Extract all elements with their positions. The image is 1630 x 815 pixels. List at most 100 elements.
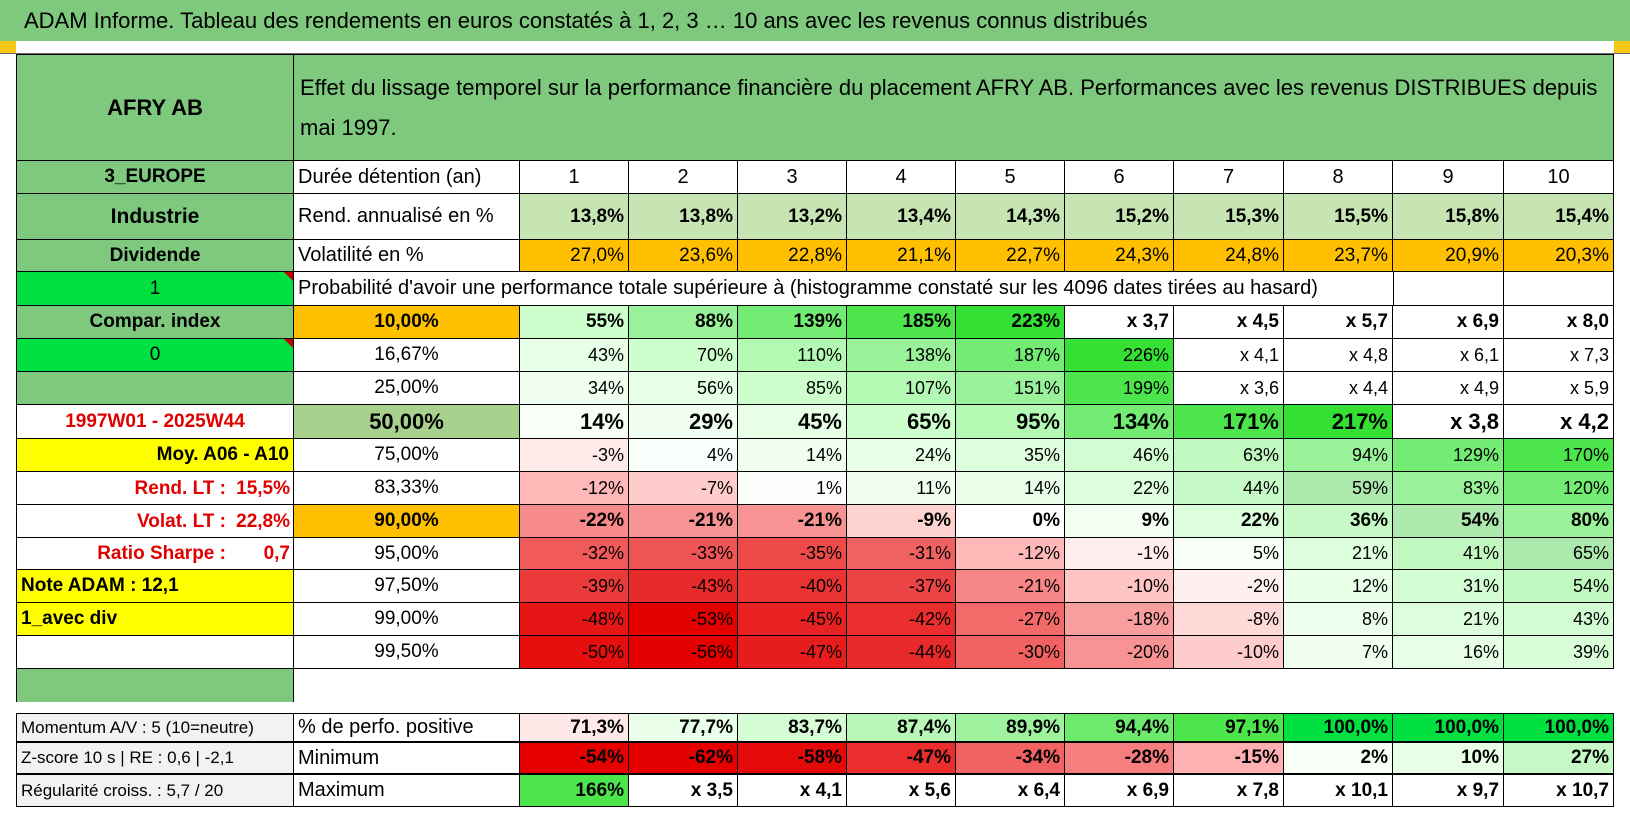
probability-threshold: 99,00% [294, 603, 520, 636]
probability-value: 29% [629, 405, 738, 439]
probability-value: -20% [1065, 636, 1174, 669]
comment-marker [284, 272, 293, 281]
bottom-row-value: x 6,4 [956, 774, 1065, 807]
option-0-cell: 0 [16, 339, 294, 372]
bottom-row-value: 89,9% [956, 713, 1065, 742]
avec-div-cell: 1_avec div [16, 603, 294, 636]
probability-value: -44% [847, 636, 956, 669]
year-header: 4 [847, 161, 956, 194]
bottom-row-label: % de perfo. positive [294, 713, 520, 742]
vol-value: 23,7% [1284, 240, 1393, 272]
empty-cell [1393, 272, 1504, 306]
probability-value: 0% [956, 505, 1065, 538]
probability-value: 22% [1065, 472, 1174, 505]
probability-value: x 3,6 [1174, 372, 1284, 405]
probability-threshold: 75,00% [294, 439, 520, 472]
spacer-green-cell [16, 669, 294, 702]
probability-threshold: 25,00% [294, 372, 520, 405]
probability-value: -21% [629, 505, 738, 538]
probability-value: -12% [520, 472, 629, 505]
sector-cell: Industrie [16, 194, 294, 240]
year-header: 5 [956, 161, 1065, 194]
probability-value: 88% [629, 306, 738, 339]
probability-value: 14% [520, 405, 629, 439]
probability-value: -50% [520, 636, 629, 669]
rend-lt-cell [16, 472, 294, 505]
moy-cell: Moy. A06 - A10 [16, 439, 294, 472]
probability-value: 171% [1174, 405, 1284, 439]
probability-value: 85% [738, 372, 847, 405]
probability-value: x 7,3 [1504, 339, 1614, 372]
sharpe-label: Ratio Sharpe : [97, 543, 226, 564]
probability-value: -56% [629, 636, 738, 669]
comment-marker [284, 339, 293, 348]
year-header: 6 [1065, 161, 1174, 194]
rend-value: 15,5% [1284, 194, 1393, 240]
probability-value: -30% [956, 636, 1065, 669]
bottom-row-value: x 4,1 [738, 774, 847, 807]
probability-value: -37% [847, 570, 956, 603]
probability-value: -22% [520, 505, 629, 538]
bottom-row-value: x 5,6 [847, 774, 956, 807]
spacer-row [294, 669, 1614, 702]
sharpe-cell [16, 538, 294, 570]
probability-value: 83% [1393, 472, 1504, 505]
fund-name-cell: AFRY AB [16, 54, 294, 161]
probability-threshold: 16,67% [294, 339, 520, 372]
rend-lt-value: 15,5% [236, 477, 290, 499]
probability-value: -8% [1174, 603, 1284, 636]
probability-value: 151% [956, 372, 1065, 405]
corner-marker-right [1614, 41, 1630, 53]
probability-value: 35% [956, 439, 1065, 472]
bottom-row-value: 83,7% [738, 713, 847, 742]
year-header: 8 [1284, 161, 1393, 194]
regularite-cell: Régularité croiss. : 5,7 / 20 [16, 774, 294, 807]
probability-value: -2% [1174, 570, 1284, 603]
distribution-cell: Dividende [16, 240, 294, 272]
bottom-row-value: x 7,8 [1174, 774, 1284, 807]
vol-value: 21,1% [847, 240, 956, 272]
probability-value: 65% [847, 405, 956, 439]
bottom-row-value: -34% [956, 742, 1065, 774]
probability-value: -9% [847, 505, 956, 538]
corner-marker-left [0, 41, 16, 53]
separator-strip [0, 41, 1630, 54]
rend-value: 15,3% [1174, 194, 1284, 240]
bottom-row-value: -54% [520, 742, 629, 774]
probability-value: 39% [1504, 636, 1614, 669]
volat-lt-label: Volat. LT : [136, 510, 226, 532]
probability-value: x 4,2 [1504, 405, 1614, 439]
probability-value: -39% [520, 570, 629, 603]
bottom-row-value: x 9,7 [1393, 774, 1504, 807]
volat-lt-value: 22,8% [236, 510, 290, 532]
bottom-row-value: x 10,1 [1284, 774, 1393, 807]
bottom-row-value: 100,0% [1284, 713, 1393, 742]
year-header: 2 [629, 161, 738, 194]
probability-value: x 5,7 [1284, 306, 1393, 339]
probability-value: -12% [956, 538, 1065, 570]
spacer-row-2 [294, 702, 1614, 713]
probability-value: 120% [1504, 472, 1614, 505]
option-1-cell: 1 [16, 272, 294, 306]
probability-value: 7% [1284, 636, 1393, 669]
probability-threshold: 10,00% [294, 306, 520, 339]
period-cell: 1997W01 - 2025W44 [16, 405, 294, 439]
probability-value: 217% [1284, 405, 1393, 439]
probability-value: 43% [1504, 603, 1614, 636]
probability-value: 129% [1393, 439, 1504, 472]
probability-threshold: 50,00% [294, 405, 520, 439]
probability-value: x 6,1 [1393, 339, 1504, 372]
probability-value: 226% [1065, 339, 1174, 372]
probability-value: 94% [1284, 439, 1393, 472]
probability-threshold: 99,50% [294, 636, 520, 669]
probability-value: 1% [738, 472, 847, 505]
bottom-row-value: 166% [520, 774, 629, 807]
probability-value: 107% [847, 372, 956, 405]
probability-value: -21% [956, 570, 1065, 603]
vol-value: 22,7% [956, 240, 1065, 272]
probability-value: 185% [847, 306, 956, 339]
bottom-row-value: x 10,7 [1504, 774, 1614, 807]
probability-value: -7% [629, 472, 738, 505]
rend-value: 13,8% [629, 194, 738, 240]
